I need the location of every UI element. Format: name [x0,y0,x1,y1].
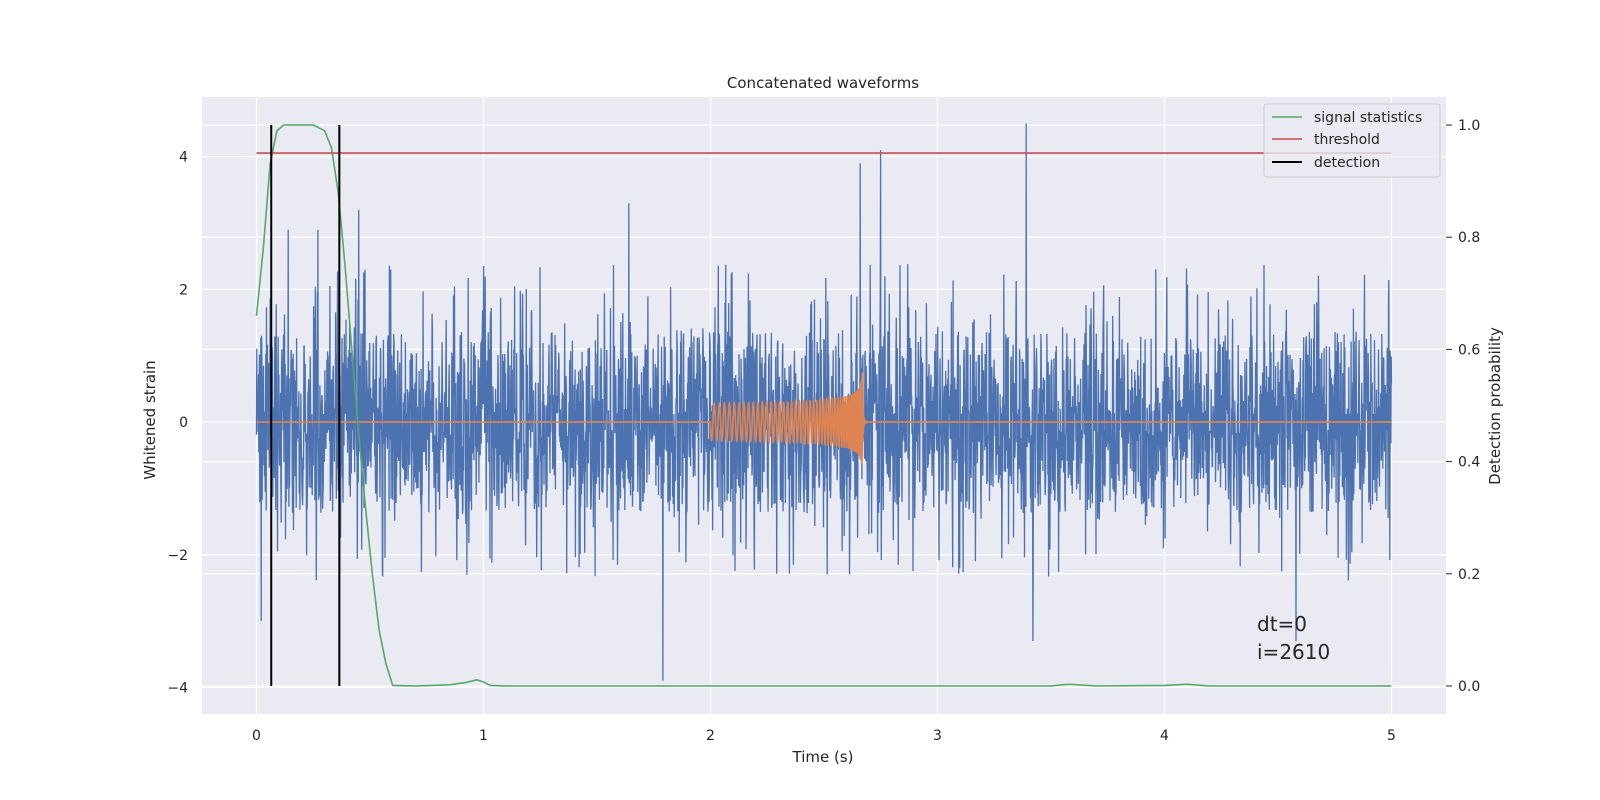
y2-tick-label: 0.4 [1458,455,1480,471]
strain-line [255,123,1393,681]
annotation-dt: dt=0 [1257,612,1307,636]
y2-tick-label: 0.8 [1458,230,1480,246]
y-axis-ticks: −4 −2 0 2 4 [167,150,188,697]
y2-tick-label: 0.6 [1458,342,1480,358]
y-axis-label: Whitened strain [141,360,159,479]
legend-label-detection: detection [1314,155,1380,171]
y-tick-label: −4 [167,680,188,696]
y2-tick-label: 0.0 [1458,679,1480,695]
x-tick-label: 0 [252,728,261,744]
signal-statistics-line [255,124,1392,687]
x-axis-label: Time (s) [792,748,854,766]
injection-line [256,372,1392,465]
injection-series [256,372,1392,465]
legend: signal statistics threshold detection [1263,103,1441,178]
y2-tick-label: 1.0 [1458,118,1480,134]
legend-box [1263,103,1441,178]
y2-axis-label: Detection probability [1486,327,1504,485]
x-tick-label: 4 [1160,728,1169,744]
x-axis-ticks: 0 1 2 3 4 5 [252,728,1396,744]
x-tick-label: 2 [706,728,715,744]
y-tick-label: −2 [167,548,188,564]
y-tick-label: 4 [179,150,188,166]
y2-tick-label: 0.2 [1458,567,1480,583]
strain-series [255,123,1393,681]
chart-title: Concatenated waveforms [727,74,919,92]
x-tick-label: 1 [479,728,488,744]
detection-series [270,125,341,686]
x-tick-label: 5 [1387,728,1396,744]
legend-label-threshold: threshold [1314,132,1380,148]
legend-label-signal-statistics: signal statistics [1314,110,1422,126]
y-tick-label: 0 [179,415,188,431]
x-tick-label: 3 [933,728,942,744]
signal-statistics-series [255,124,1392,687]
y2-axis-ticks: 0.0 0.2 0.4 0.6 0.8 1.0 [1446,118,1480,695]
y-tick-label: 2 [179,282,188,298]
annotation-index: i=2610 [1257,640,1330,664]
